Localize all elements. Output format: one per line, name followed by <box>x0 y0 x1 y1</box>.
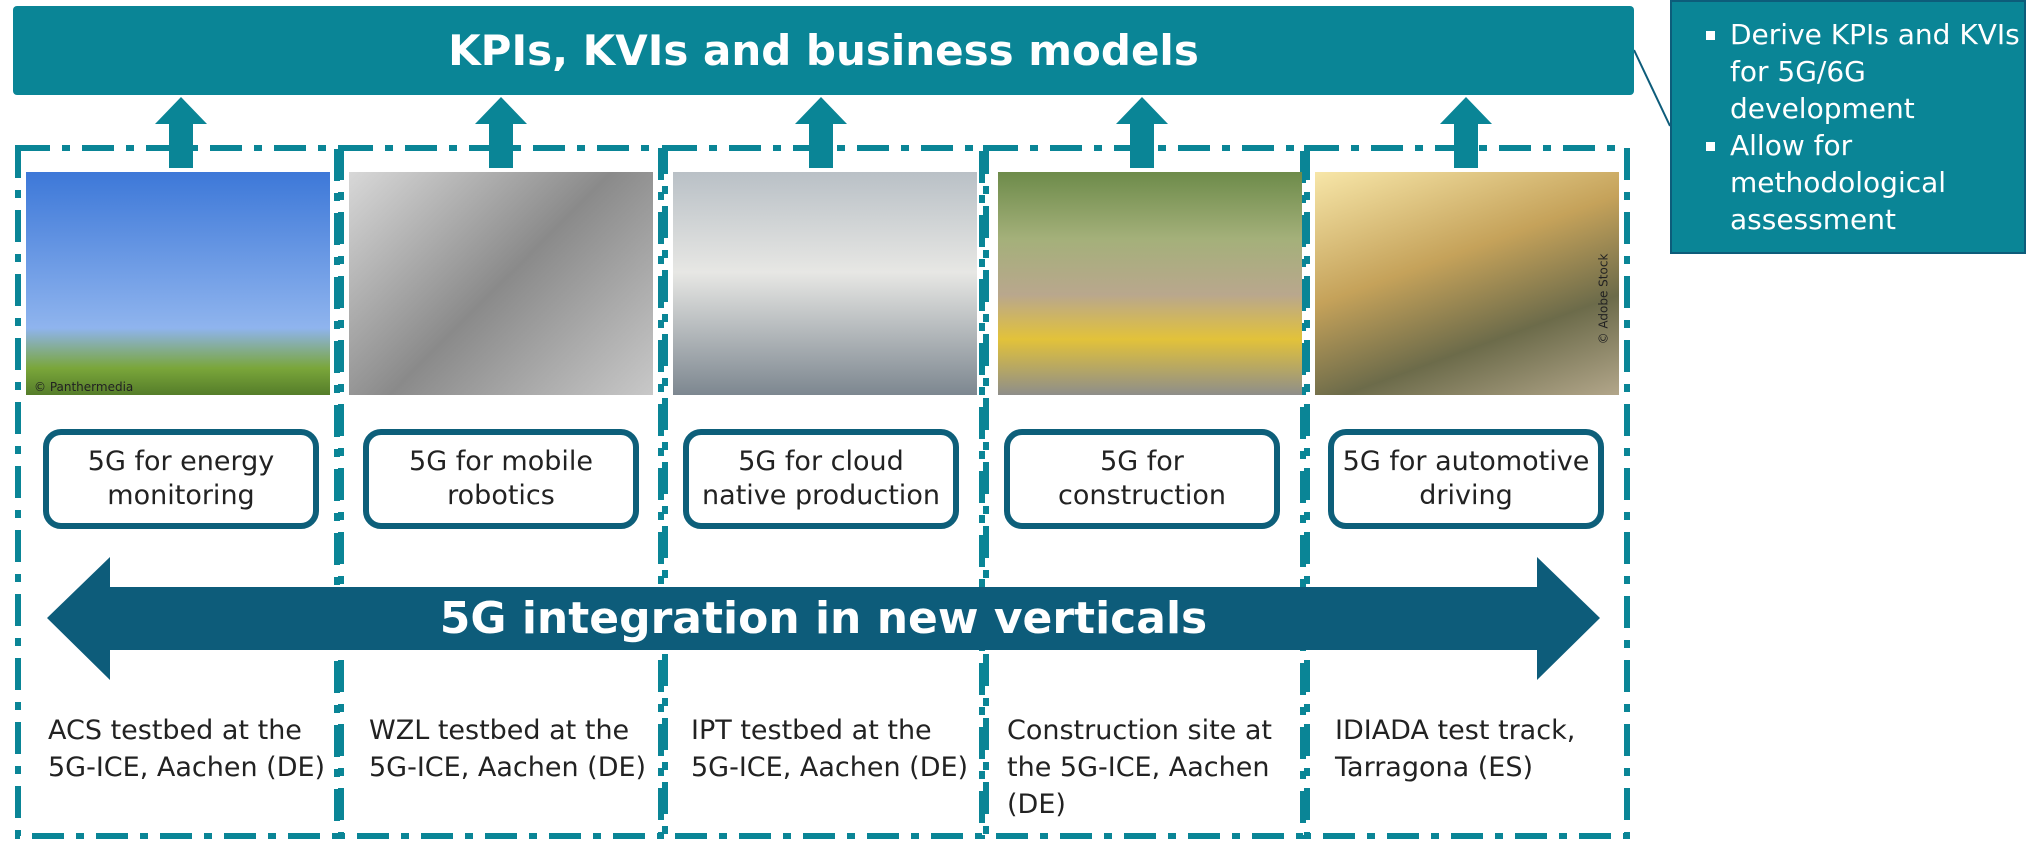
photo: © Adobe Stock <box>1315 172 1619 395</box>
up-arrow <box>155 97 207 168</box>
photo <box>998 172 1302 395</box>
use-case-label: 5G for automotive driving <box>1328 429 1604 529</box>
bullet: Derive KPIs and KVIs for 5G/6G developme… <box>1730 16 2024 127</box>
photo <box>673 172 977 395</box>
use-case-label: 5G for cloud native production <box>683 429 959 529</box>
use-case-label: 5G for construction <box>1004 429 1280 529</box>
up-arrow <box>1116 97 1168 168</box>
use-case-label: 5G for energy monitoring <box>43 429 319 529</box>
use-case-label: 5G for mobile robotics <box>363 429 639 529</box>
photo: © Panthermedia <box>26 172 330 395</box>
up-arrow <box>475 97 527 168</box>
callout: Derive KPIs and KVIs for 5G/6G developme… <box>1670 0 2026 254</box>
header-bar: KPIs, KVIs and business models <box>13 6 1634 95</box>
arrow-text: 5G integration in new verticals <box>440 593 1207 644</box>
location: IPT testbed at the 5G-ICE, Aachen (DE) <box>691 712 971 786</box>
bullet: Allow for methodological assessment <box>1730 127 2024 238</box>
page: KPIs, KVIs and business models Derive KP… <box>0 0 2030 842</box>
location: Construction site at the 5G-ICE, Aachen … <box>1007 712 1307 823</box>
up-arrow <box>1440 97 1492 168</box>
location: ACS testbed at the 5G-ICE, Aachen (DE) <box>48 712 328 786</box>
up-arrow <box>795 97 847 168</box>
arrow-label: 5G integration in new verticals <box>47 587 1600 650</box>
photo <box>349 172 653 395</box>
header-title: KPIs, KVIs and business models <box>448 26 1199 75</box>
location: WZL testbed at the 5G-ICE, Aachen (DE) <box>369 712 649 786</box>
location: IDIADA test track, Tarragona (ES) <box>1335 712 1615 786</box>
connector <box>1634 50 1670 126</box>
image-credit: © Panthermedia <box>34 380 133 394</box>
image-credit: © Adobe Stock <box>1597 254 1611 345</box>
